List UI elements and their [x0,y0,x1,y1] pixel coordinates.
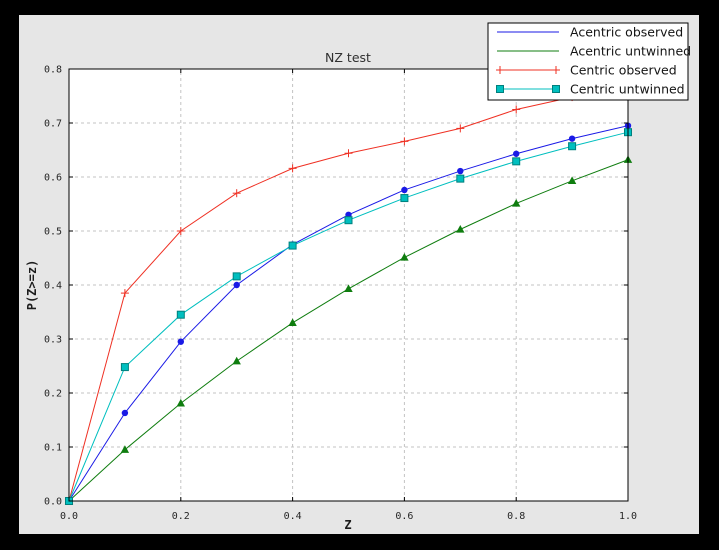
square-marker [568,142,577,151]
series-centric-untwinned [65,128,632,505]
triangle-marker [344,284,353,292]
triangle-marker [120,445,130,453]
square-marker [512,157,521,166]
legend-label: Centric observed [570,63,677,78]
chart-title: NZ test [325,50,371,65]
y-tick-label: 0.8 [44,65,62,76]
square-marker [456,174,465,183]
plus-marker [288,164,297,173]
triangle-marker [232,356,241,365]
x-tick-label: 0.8 [507,511,525,522]
square-marker [400,194,409,203]
circle-marker [513,150,520,157]
y-tick-label: 0.4 [44,281,62,292]
y-tick-label: 0.6 [44,173,62,184]
triangle-marker [567,176,577,184]
triangle-marker [512,199,521,207]
y-tick-label: 0.1 [44,443,62,454]
legend-label: Centric untwinned [570,82,685,97]
circle-marker [457,167,464,175]
y-tick-label: 0.3 [44,335,62,346]
x-axis-label: Z [344,518,351,532]
axis-ticks [68,68,629,502]
square-marker [288,241,297,250]
square-marker [344,216,353,225]
plus-marker [176,227,185,235]
square-marker [232,272,241,281]
legend: Acentric observed Acentric untwinned Centr… [487,22,691,101]
circle-marker [177,338,184,345]
x-tick-label: 0.2 [172,511,190,522]
square-marker [496,85,504,93]
x-tick-label: 0.4 [284,511,302,522]
plus-marker [400,137,409,146]
triangle-marker [400,253,409,261]
square-marker [552,85,560,93]
circle-marker [121,409,129,417]
x-tick-label: 0.6 [395,511,413,522]
y-axis-label: P(Z>=z) [25,260,39,311]
y-tick-label: 0.5 [44,227,62,238]
plot-group: 0.0 0.2 0.4 0.6 0.8 1.0 0.0 0.1 0.2 0.3 0.4 0.5 0.6 0… [44,22,691,522]
plus-marker [552,66,560,74]
triangle-marker [176,398,185,407]
square-marker [176,310,185,319]
circle-marker [233,281,240,289]
plus-marker [120,289,129,298]
y-tick-label: 0.2 [44,389,62,400]
circle-marker [401,186,408,194]
plus-marker [344,149,353,158]
x-tick-label: 1.0 [619,511,637,522]
square-marker [120,363,129,372]
y-tick-label: 0.7 [44,119,62,130]
plus-marker [496,66,504,74]
triangle-marker [456,224,465,233]
plus-marker [512,105,521,114]
plus-marker [232,189,241,198]
triangle-marker [288,318,297,326]
circle-marker [568,135,576,142]
plus-marker [456,124,465,133]
y-tick-label: 0.0 [44,497,62,508]
x-tick-label: 0.0 [60,511,78,522]
legend-box [487,22,689,101]
legend-label: Acentric observed [570,25,683,40]
legend-label: Acentric untwinned [570,44,691,59]
